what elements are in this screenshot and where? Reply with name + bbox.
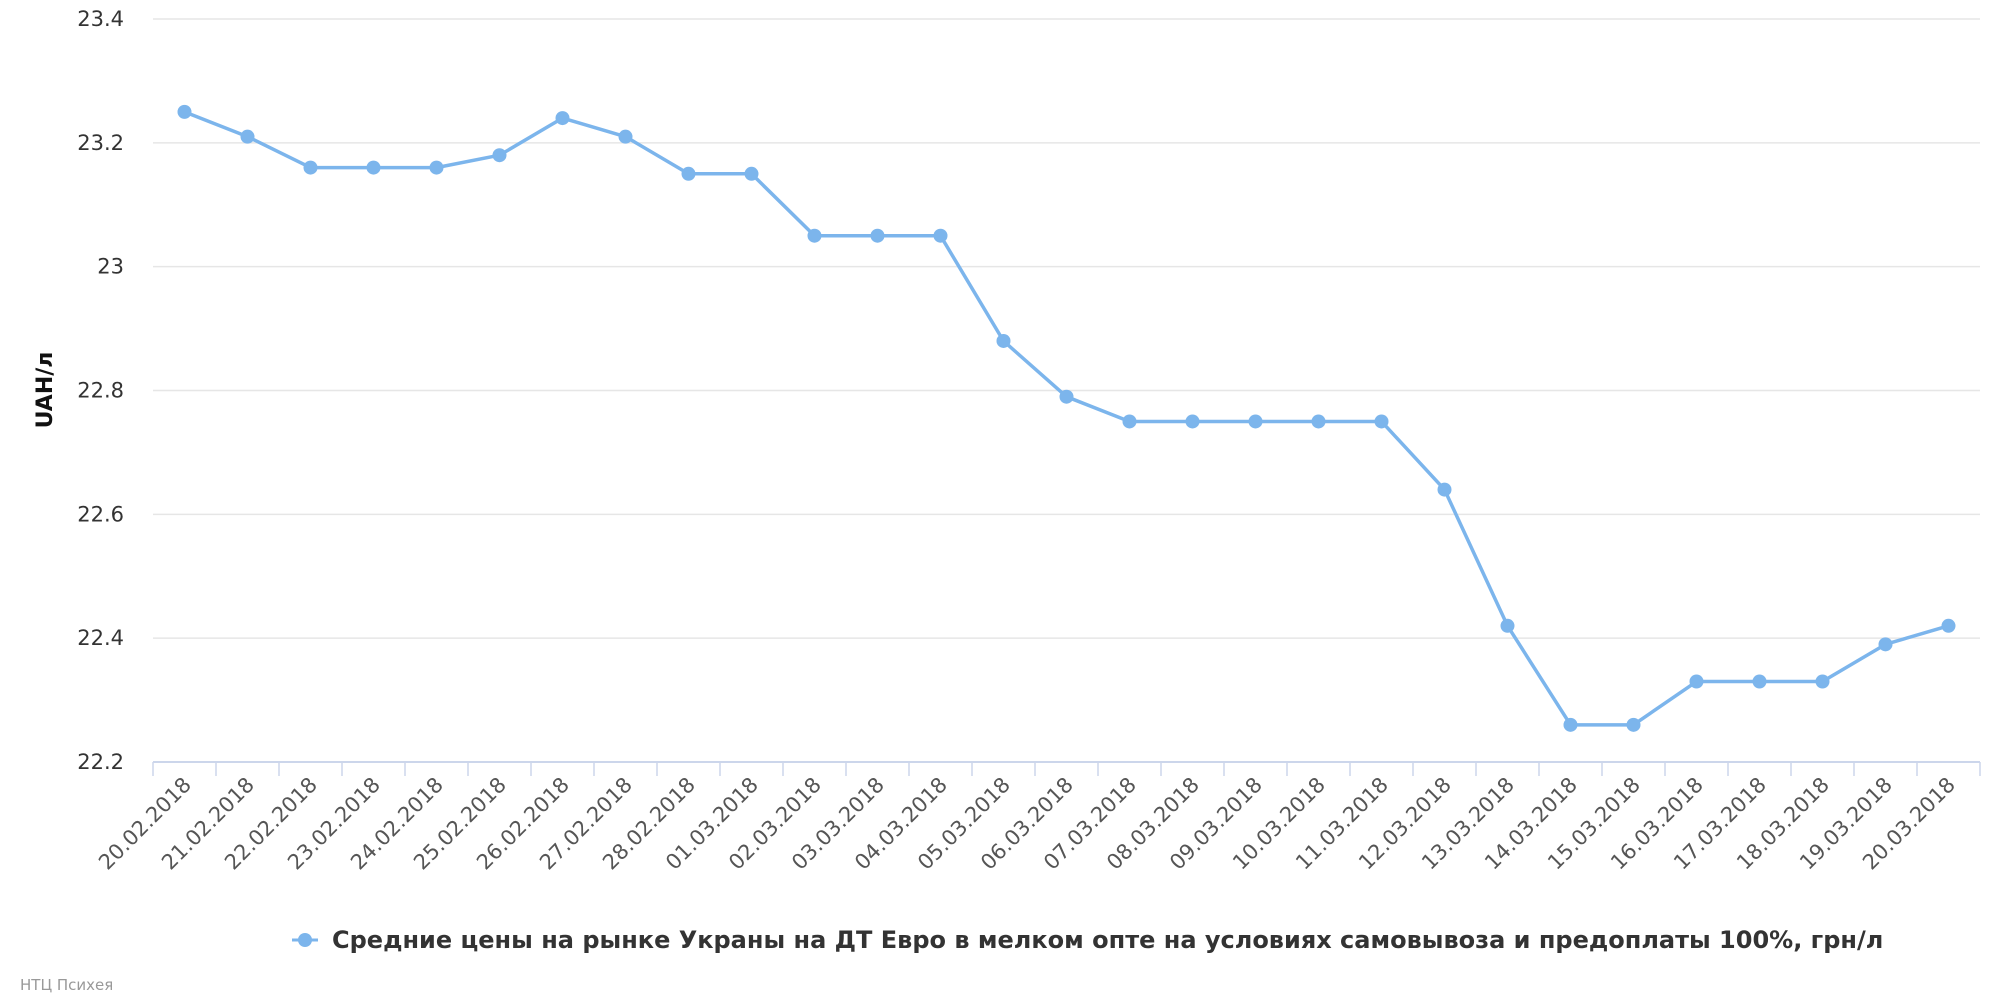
y-tick-label: 22.8 — [77, 379, 124, 403]
y-tick-label: 22.6 — [77, 502, 124, 526]
data-point[interactable] — [681, 166, 696, 181]
data-point[interactable] — [1185, 414, 1200, 429]
y-axis-title: UAH/л — [33, 352, 58, 429]
series-line — [182, 110, 1951, 727]
credit-text[interactable]: НТЦ Психея — [20, 976, 113, 994]
y-tick-label: 23.2 — [77, 131, 124, 155]
data-point[interactable] — [492, 148, 507, 163]
data-point[interactable] — [240, 129, 255, 144]
data-point[interactable] — [1437, 482, 1452, 497]
data-point[interactable] — [618, 129, 633, 144]
data-point[interactable] — [1689, 674, 1704, 689]
data-point[interactable] — [1374, 414, 1389, 429]
data-point[interactable] — [1752, 674, 1767, 689]
gridlines — [153, 18, 1980, 639]
y-tick-label: 22.4 — [77, 626, 124, 650]
y-tick-label: 23.4 — [77, 7, 124, 31]
data-point[interactable] — [1500, 618, 1515, 633]
x-axis — [152, 761, 1981, 776]
y-tick-label: 23 — [97, 255, 124, 279]
x-axis-ticks: 20.02.201821.02.201822.02.201823.02.2018… — [94, 773, 1960, 875]
series-layer — [177, 104, 1956, 732]
data-point[interactable] — [933, 228, 948, 243]
y-axis-ticks: 23.4 23.2 23 22.8 22.6 22.4 22.2 — [77, 7, 124, 774]
data-point[interactable] — [177, 104, 192, 119]
data-point[interactable] — [1059, 389, 1074, 404]
data-point[interactable] — [1626, 717, 1641, 732]
legend-symbol-marker — [298, 933, 312, 947]
data-point[interactable] — [1122, 414, 1137, 429]
data-point[interactable] — [555, 111, 570, 126]
data-point[interactable] — [996, 333, 1011, 348]
data-point[interactable] — [429, 160, 444, 175]
data-point[interactable] — [303, 160, 318, 175]
legend-item[interactable]: Средние цены на рынке Украны на ДТ Евро … — [292, 926, 1883, 954]
data-point[interactable] — [366, 160, 381, 175]
data-point[interactable] — [870, 228, 885, 243]
data-point[interactable] — [807, 228, 822, 243]
data-point[interactable] — [1248, 414, 1263, 429]
y-tick-label: 22.2 — [77, 750, 124, 774]
data-point[interactable] — [1815, 674, 1830, 689]
data-point[interactable] — [1941, 618, 1956, 633]
data-point[interactable] — [1563, 717, 1578, 732]
data-point[interactable] — [1878, 637, 1893, 652]
legend-label: Средние цены на рынке Украны на ДТ Евро … — [332, 926, 1883, 954]
data-point[interactable] — [1311, 414, 1326, 429]
data-point[interactable] — [744, 166, 759, 181]
